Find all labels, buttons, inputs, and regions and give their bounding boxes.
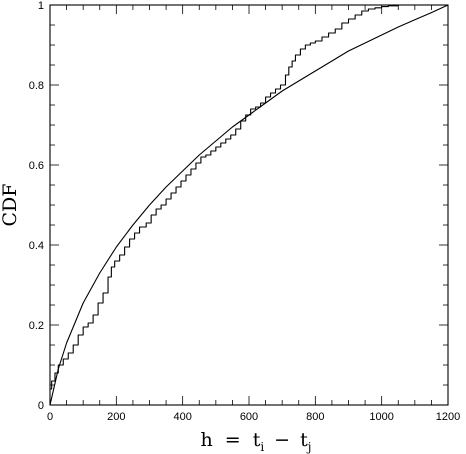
y-tick-label: 0 bbox=[38, 400, 44, 412]
axis-ticks bbox=[49, 4, 449, 406]
empirical-cdf-line bbox=[50, 5, 399, 390]
y-tick-label: 0.4 bbox=[29, 240, 44, 252]
x-tick-label: 1000 bbox=[369, 411, 393, 423]
model-cdf-line bbox=[49, 4, 449, 406]
series-group bbox=[49, 4, 449, 406]
x-title-equals: = bbox=[225, 429, 241, 451]
x-title-minus: − bbox=[274, 429, 290, 451]
x-tick-label: 600 bbox=[240, 411, 258, 423]
x-title-sub-i: i bbox=[260, 440, 264, 454]
x-title-t1: t bbox=[253, 429, 261, 451]
y-axis-title: CDF bbox=[0, 184, 21, 227]
plot-frame bbox=[49, 4, 449, 406]
y-tick-label: 1 bbox=[38, 0, 44, 12]
tick-labels: 0 200 400 600 800 1000 1200 0 0.2 0.4 0.6 0.8 1 bbox=[29, 0, 461, 423]
x-title-sub-j: j bbox=[306, 440, 312, 454]
y-tick-label: 0.2 bbox=[29, 320, 44, 332]
x-tick-label: 200 bbox=[107, 411, 125, 423]
x-title-t2: t bbox=[300, 429, 308, 451]
y-tick-label: 0.6 bbox=[29, 160, 44, 172]
x-title-h: h bbox=[201, 429, 213, 451]
x-tick-label: 400 bbox=[173, 411, 191, 423]
x-tick-label: 1200 bbox=[436, 411, 460, 423]
x-tick-label: 0 bbox=[47, 411, 53, 423]
y-tick-label: 0.8 bbox=[29, 80, 44, 92]
x-tick-label: 800 bbox=[306, 411, 324, 423]
x-axis-title: h = ti − tj bbox=[201, 429, 312, 454]
